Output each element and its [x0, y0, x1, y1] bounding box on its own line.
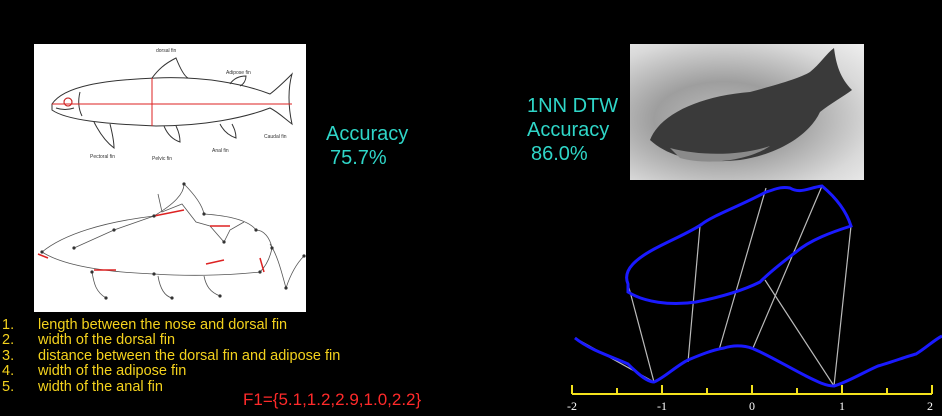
list-item: 2. width of the dorsal fin [0, 332, 340, 349]
label-adipose-fin: Adipose fin [226, 70, 251, 76]
feature-number: 2. [2, 332, 15, 349]
list-item: 5. width of the anal fin [0, 378, 340, 395]
fish-contour-shape [625, 184, 853, 306]
feature-text: distance between the dorsal fin and adip… [38, 347, 341, 364]
feature-vector-formula: F1={5.1,1.2,2.9,1.0,2.2} [243, 390, 422, 409]
fish-photo-svg [650, 48, 852, 162]
fish-diagram-svg: dorsal fin Adipose fin Caudal fin Pector… [37, 48, 306, 300]
list-item: 1. length between the nose and dorsal fin [0, 317, 340, 333]
feature-number: 4. [2, 363, 15, 380]
fish-photo [630, 44, 864, 180]
feature-text: width of the anal fin [38, 378, 163, 395]
landmark-points [40, 182, 306, 300]
fish-diagram-panel: dorsal fin Adipose fin Caudal fin Pector… [34, 44, 306, 312]
label-caudal-fin: Caudal fin [264, 134, 287, 140]
dtw-axis: -2 -1 0 1 2 [567, 385, 933, 413]
tick-label: 1 [839, 399, 845, 413]
axis-ticks [571, 385, 933, 394]
accuracy-right-method: 1NN DTW [527, 95, 619, 117]
feature-number: 1. [2, 317, 15, 333]
landmark-highlights [37, 209, 265, 273]
dtw-warping-lines [574, 185, 852, 387]
tick-label: 0 [749, 399, 755, 413]
label-pectoral-fin: Pectoral fin [90, 154, 115, 160]
shape-time-series [574, 334, 942, 388]
accuracy-left-label: Accuracy [326, 123, 409, 145]
feature-text: length between the nose and dorsal fin [38, 317, 288, 333]
feature-text: width of the adipose fin [38, 363, 187, 380]
label-pelvic-fin: Pelvic fin [152, 156, 172, 162]
tick-label: 2 [927, 399, 933, 413]
accuracy-left: Accuracy 75.7% [326, 122, 408, 170]
accuracy-right: 1NN DTW Accuracy 86.0% [527, 94, 618, 166]
trout-measure-lines [52, 78, 292, 126]
label-dorsal-fin: dorsal fin [156, 48, 177, 54]
accuracy-left-value: 75.7% [330, 147, 387, 169]
feature-number: 3. [2, 347, 15, 364]
accuracy-right-value: 86.0% [531, 143, 588, 165]
eye-marker [63, 97, 73, 107]
feature-list: 1. length between the nose and dorsal fin… [0, 317, 341, 395]
fish-silhouette [650, 48, 852, 162]
feature-number: 5. [2, 378, 15, 395]
tick-label: -1 [657, 399, 667, 413]
tick-label: -2 [567, 399, 577, 413]
accuracy-right-label: Accuracy [527, 119, 610, 141]
list-item: 4. width of the adipose fin [0, 363, 340, 380]
feature-text: width of the dorsal fin [38, 332, 176, 349]
list-item: 3. distance between the dorsal fin and ad… [0, 347, 341, 364]
fish-belly [670, 146, 770, 162]
label-anal-fin: Anal fin [212, 148, 229, 154]
